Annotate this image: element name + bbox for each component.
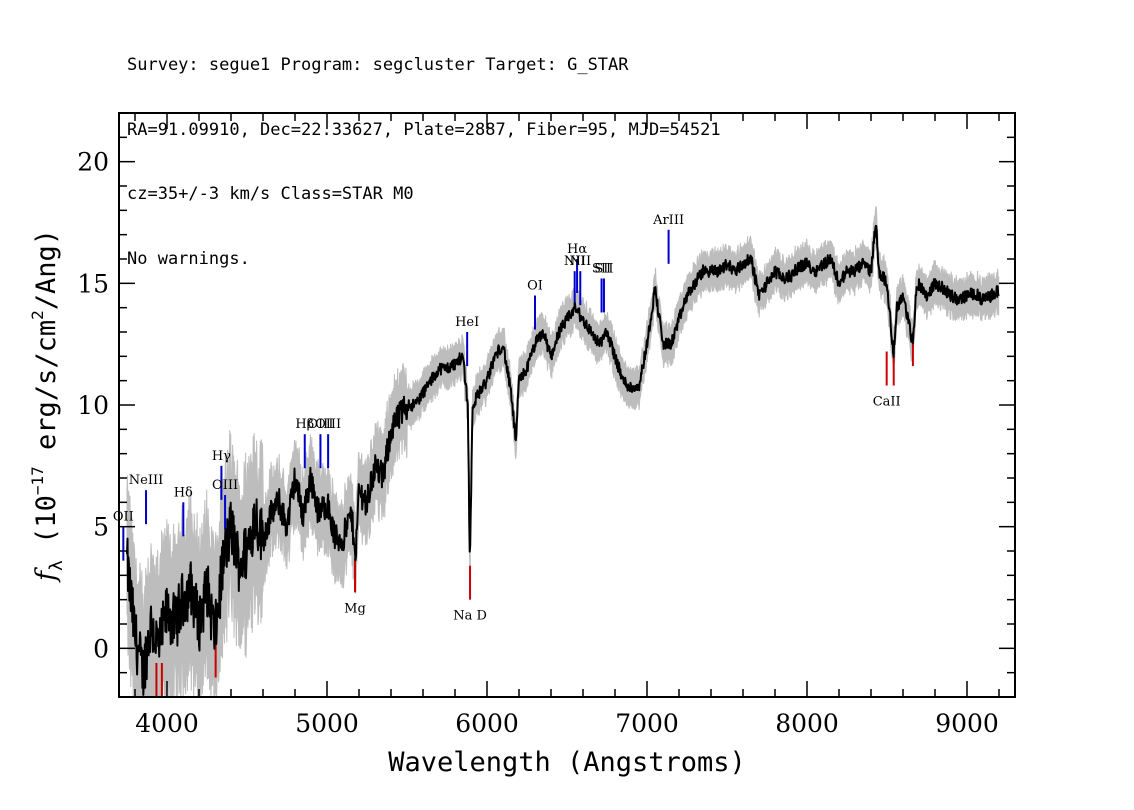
emission-line-label: Hβ xyxy=(295,417,314,432)
x-tick-label: 7000 xyxy=(615,709,679,738)
x-axis-label: Wavelength (Angstroms) xyxy=(388,747,746,778)
absorption-line-label: Mg xyxy=(344,601,366,616)
emission-line-label: OIII xyxy=(307,417,333,432)
emission-line-label: OI xyxy=(527,279,543,294)
flux-line xyxy=(126,224,1000,696)
tick-labels: 4000 5000 6000 7000 8000 9000 0 5 10 15 20 xyxy=(77,148,999,738)
header-line-redshift-class: cz=35+/-3 km/s Class=STAR M0 xyxy=(127,184,414,204)
header-line-coordinates: RA=91.09910, Dec=22.33627, Plate=2887, F… xyxy=(127,119,721,140)
y-axis-label-exp1: −17 xyxy=(28,466,47,495)
emission-line-label: NeIII xyxy=(129,473,163,488)
y-axis-label-lambda: λ xyxy=(46,560,67,571)
header-line-warnings: No warnings. xyxy=(127,248,250,269)
emission-line-label: SII xyxy=(592,261,611,276)
emission-line-label: Hδ xyxy=(174,485,193,500)
emission-line-label: OIII xyxy=(315,417,341,432)
emission-line-label: HeI xyxy=(455,315,479,330)
emission-line-label: OII xyxy=(113,510,134,525)
y-axis-label-f: f xyxy=(31,567,62,583)
emission-line-label: OIII xyxy=(212,478,238,493)
y-axis-label-close: /Ang) xyxy=(31,229,62,310)
x-tick-label: 8000 xyxy=(775,709,839,738)
y-tick-label: 20 xyxy=(77,148,109,177)
absorption-line-label: Na D xyxy=(453,609,487,624)
emission-line-label: NII xyxy=(564,254,586,269)
y-axis-label-exp2: 2 xyxy=(28,310,47,320)
emission-line-label: ArIII xyxy=(652,213,684,228)
x-tick-label: 9000 xyxy=(935,709,999,738)
y-tick-label: 15 xyxy=(77,269,109,298)
flux-series xyxy=(126,224,1000,696)
flux-error-band xyxy=(126,206,1000,697)
y-axis-label-open: (10 xyxy=(31,495,62,560)
x-tick-label: 5000 xyxy=(295,709,359,738)
emission-line-label: SII xyxy=(594,261,613,276)
header-line-survey: Survey: segue1 Program: segcluster Targe… xyxy=(127,55,629,75)
emission-line-label: NII xyxy=(569,254,591,269)
y-axis-label: fλ (10−17 erg/s/cm2/Ang) xyxy=(28,229,67,583)
emission-line-label: Hα xyxy=(567,242,587,257)
y-tick-label: 10 xyxy=(77,391,109,420)
spectrum-header: Survey: segue1 Program: segcluster Targe… xyxy=(127,12,721,292)
error-band xyxy=(126,206,1000,697)
spectral-line-markers xyxy=(122,229,914,697)
y-tick-label: 0 xyxy=(93,634,109,663)
emission-line-label: Hγ xyxy=(212,449,231,464)
x-tick-label: 4000 xyxy=(135,709,199,738)
x-tick-label: 6000 xyxy=(455,709,519,738)
y-tick-label: 5 xyxy=(93,513,109,542)
axes xyxy=(118,112,1016,698)
absorption-line-label: CaII xyxy=(873,395,901,410)
y-axis-label-mid: erg/s/cm xyxy=(31,320,62,466)
